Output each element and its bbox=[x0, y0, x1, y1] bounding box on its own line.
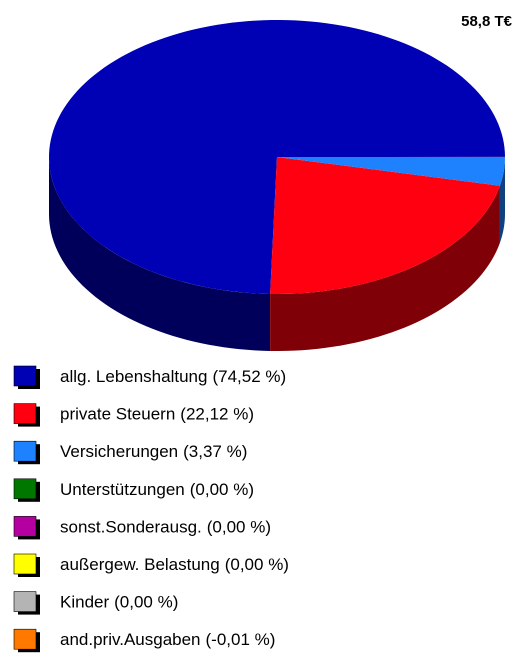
legend-category: allg. Lebenshaltung bbox=[60, 367, 207, 386]
pie-side bbox=[49, 157, 271, 351]
legend-swatch bbox=[13, 516, 37, 537]
pie-side bbox=[270, 185, 500, 351]
legend-value: (0,00 %) bbox=[114, 593, 178, 612]
legend-swatch bbox=[13, 403, 37, 424]
legend-swatch bbox=[13, 440, 37, 462]
legend-value: (-0,01 %) bbox=[206, 631, 276, 650]
legend-value: (0,00 %) bbox=[207, 518, 271, 537]
legend-category: außergew. Belastung bbox=[60, 555, 220, 574]
legend-label: außergew. Belastung (0,00 %) bbox=[60, 555, 289, 574]
pie-side bbox=[499, 157, 505, 243]
pie-slice bbox=[277, 156, 505, 186]
legend-category: Unterstützungen bbox=[60, 480, 185, 499]
total-label: 58,8 T€ bbox=[461, 13, 513, 30]
legend-value: (3,37 %) bbox=[183, 443, 247, 462]
legend-label: and.priv.Ausgaben (-0,01 %) bbox=[60, 631, 275, 650]
legend-swatch bbox=[13, 365, 37, 387]
legend-label: private Steuern (22,12 %) bbox=[60, 405, 254, 424]
legend-label: allg. Lebenshaltung (74,52 %) bbox=[60, 367, 286, 386]
legend-label: Unterstützungen (0,00 %) bbox=[60, 480, 254, 499]
legend-label: Kinder (0,00 %) bbox=[60, 593, 178, 612]
legend-category: private Steuern bbox=[60, 405, 175, 424]
pie-slice bbox=[270, 157, 500, 294]
legend-category: Versicherungen bbox=[60, 443, 178, 462]
legend-label: Versicherungen (3,37 %) bbox=[60, 443, 247, 462]
legend-label: sonst.Sonderausg. (0,00 %) bbox=[60, 518, 271, 537]
legend-value: (0,00 %) bbox=[225, 555, 289, 574]
legend-value: (22,12 %) bbox=[180, 405, 254, 424]
legend-swatch bbox=[13, 591, 37, 612]
legend-swatch bbox=[13, 553, 37, 575]
legend-category: sonst.Sonderausg. bbox=[60, 518, 202, 537]
legend-swatch bbox=[13, 628, 37, 650]
pie-slice bbox=[49, 20, 506, 294]
legend-value: (0,00 %) bbox=[190, 480, 254, 499]
legend-value: (74,52 %) bbox=[212, 367, 286, 386]
legend-category: and.priv.Ausgaben bbox=[60, 631, 201, 650]
legend-swatch bbox=[13, 478, 37, 500]
legend-category: Kinder bbox=[60, 593, 109, 612]
